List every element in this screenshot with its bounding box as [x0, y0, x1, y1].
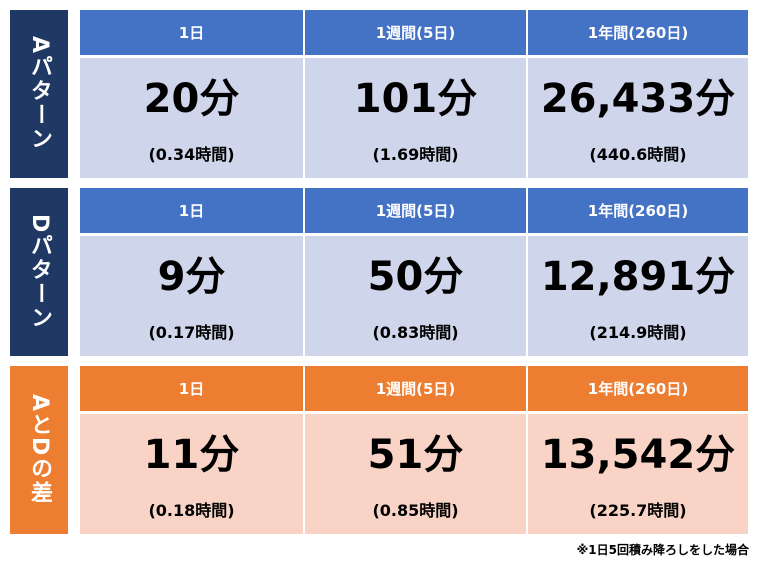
value-cell: 101分 (1.69時間)	[305, 58, 526, 178]
hours-value: (0.85時間)	[372, 501, 459, 520]
minutes-value: 101分	[353, 76, 478, 122]
value-cell: 9分 (0.17時間)	[80, 236, 303, 356]
column-header: 1週間(5日)	[305, 10, 526, 55]
minutes-value: 26,433分	[540, 76, 736, 122]
minutes-value: 51分	[367, 432, 464, 478]
section-label: Aパターン	[10, 10, 68, 178]
column-header: 1日	[80, 10, 303, 55]
hours-value: (0.17時間)	[148, 323, 235, 342]
value-cell: 12,891分 (214.9時間)	[528, 236, 748, 356]
value-cell: 11分 (0.18時間)	[80, 414, 303, 534]
footnote: ※1日5回積み降ろしをした場合	[576, 543, 749, 557]
column-header: 1年間(260日)	[528, 188, 748, 233]
column-header: 1年間(260日)	[528, 10, 748, 55]
hours-value: (0.18時間)	[148, 501, 235, 520]
hours-value: (0.83時間)	[372, 323, 459, 342]
minutes-value: 20分	[143, 76, 240, 122]
column-header: 1年間(260日)	[528, 366, 748, 411]
minutes-value: 50分	[367, 254, 464, 300]
value-cell: 51分 (0.85時間)	[305, 414, 526, 534]
column-header: 1週間(5日)	[305, 366, 526, 411]
column-header: 1日	[80, 366, 303, 411]
section-label: Dパターン	[10, 188, 68, 356]
hours-value: (225.7時間)	[589, 501, 687, 520]
section-label: AとDの差	[10, 366, 68, 534]
value-cell: 20分 (0.34時間)	[80, 58, 303, 178]
minutes-value: 13,542分	[540, 432, 736, 478]
value-cell: 50分 (0.83時間)	[305, 236, 526, 356]
hours-value: (440.6時間)	[589, 145, 687, 164]
value-cell: 13,542分 (225.7時間)	[528, 414, 748, 534]
value-cell: 26,433分 (440.6時間)	[528, 58, 748, 178]
minutes-value: 12,891分	[540, 254, 736, 300]
hours-value: (214.9時間)	[589, 323, 687, 342]
hours-value: (0.34時間)	[148, 145, 235, 164]
column-header: 1日	[80, 188, 303, 233]
minutes-value: 9分	[157, 254, 226, 300]
minutes-value: 11分	[143, 432, 240, 478]
column-header: 1週間(5日)	[305, 188, 526, 233]
hours-value: (1.69時間)	[372, 145, 459, 164]
